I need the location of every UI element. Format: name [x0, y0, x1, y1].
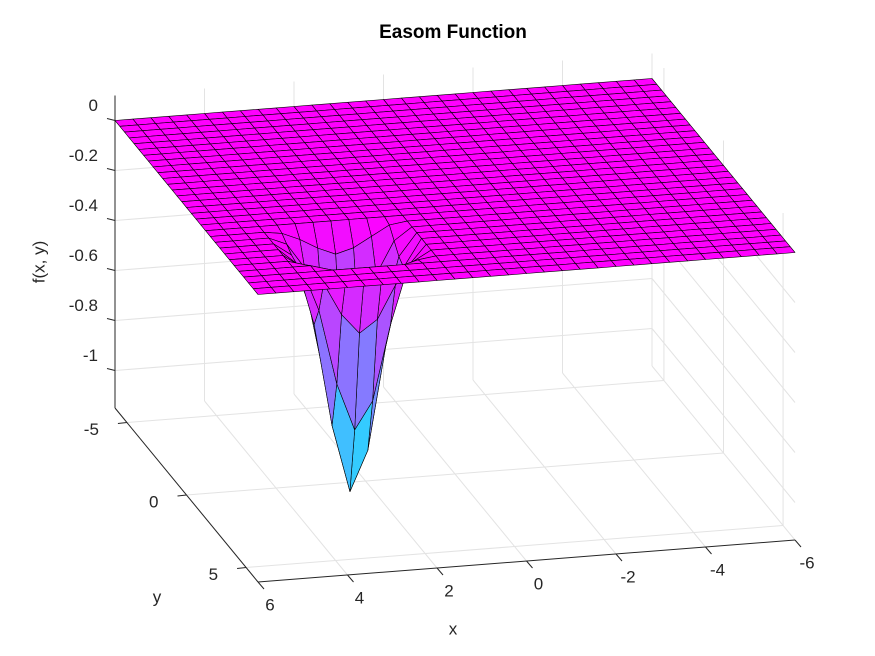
x-tick-label: -2	[620, 567, 635, 586]
z-tick-label: -0.4	[69, 196, 98, 215]
z-tick	[106, 318, 116, 321]
grid-line	[126, 380, 664, 423]
y-axis-label: y	[153, 587, 162, 606]
z-tick-label: 0	[89, 96, 98, 115]
x-tick-label: -6	[799, 553, 814, 572]
z-tick-label: -0.6	[69, 246, 98, 265]
x-tick	[526, 560, 533, 569]
x-tick-label: 2	[444, 581, 453, 600]
x-tick	[257, 581, 265, 590]
z-tick	[106, 168, 116, 171]
grid-line	[246, 525, 784, 568]
grid-line	[651, 278, 796, 453]
x-tick-label: 0	[534, 574, 543, 593]
y-tick	[117, 422, 127, 424]
x-axis-label: x	[449, 619, 458, 638]
x-tick	[794, 539, 802, 548]
surface-face	[252, 286, 277, 295]
x-tick	[347, 574, 354, 583]
z-tick	[106, 118, 116, 121]
z-tick	[106, 368, 116, 371]
z-tick	[106, 268, 116, 271]
grid-line	[651, 328, 796, 503]
z-tick-label: -0.8	[69, 296, 98, 315]
grid-line	[186, 452, 724, 496]
chart-title: Easom Function	[379, 22, 527, 43]
y-tick	[237, 567, 247, 569]
z-tick	[106, 218, 116, 221]
x-tick-label: 4	[355, 588, 364, 607]
x-tick	[705, 546, 712, 555]
x-tick	[615, 553, 623, 562]
y-tick-label: 5	[209, 565, 218, 584]
x-tick-label: 6	[265, 595, 274, 614]
z-tick-label: -0.2	[69, 146, 98, 165]
x-tick-label: -4	[710, 560, 725, 579]
z-tick-label: -1	[83, 346, 98, 365]
y-tick-label: 0	[149, 492, 158, 511]
x-tick	[436, 567, 444, 576]
y-tick	[177, 494, 187, 497]
z-axis-label: f(x, y)	[29, 241, 48, 284]
y-tick-label: -5	[84, 420, 99, 439]
